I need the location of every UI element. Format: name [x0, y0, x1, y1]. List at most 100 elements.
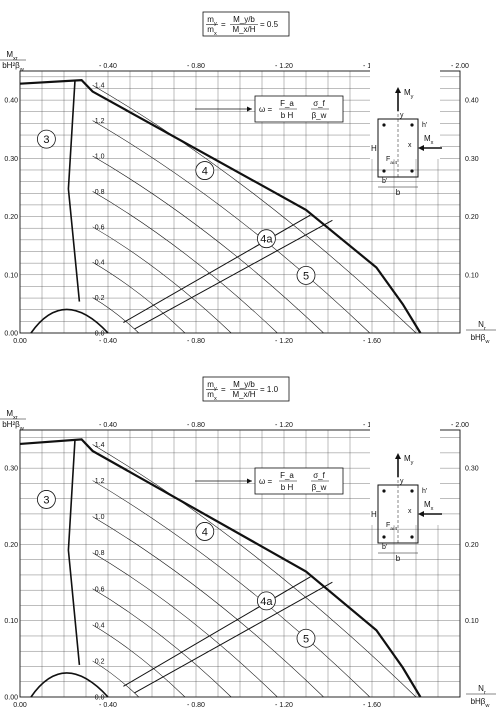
omega-curve: [92, 155, 324, 334]
zone-label: 4a: [260, 234, 273, 246]
rebar: [410, 169, 414, 173]
zone-marker: [195, 522, 215, 541]
omega-formula-b-den: β_w: [312, 483, 327, 492]
zone-marker: [37, 129, 56, 149]
omega-label: 0.2: [95, 658, 105, 665]
section-h-label: H: [371, 510, 377, 519]
ratio-label-box: [202, 11, 290, 37]
omega-formula-a-num: F_a: [280, 471, 294, 480]
formula-arrowhead: [247, 106, 252, 112]
omega-curve: [92, 552, 278, 698]
bottom-tick-label: - 0.40: [99, 338, 117, 345]
ratio-mid-denominator: M_x/H: [232, 25, 255, 34]
x-axis-label-numerator: Nr: [478, 320, 486, 332]
formula-arrowhead: [247, 478, 252, 484]
omega-curve: [92, 480, 370, 698]
zone4a-lower: [134, 581, 333, 694]
top-tick-label: - 1.20: [275, 422, 293, 429]
mx-arrowhead: [418, 145, 424, 151]
omega-label: 0.0: [95, 331, 105, 338]
left-tick-label: 0.10: [4, 618, 18, 625]
ratio-left-numerator: my: [207, 380, 217, 392]
omega-curves: [92, 444, 417, 698]
omega-formula-a-num: F_a: [280, 99, 294, 108]
ratio-left-numerator: my: [207, 15, 217, 27]
omega-curve: [92, 84, 417, 334]
bottom-arc: [30, 308, 109, 334]
y-axis-label-numerator: Mxr: [6, 50, 17, 62]
omega-formula-b-den: β_w: [312, 111, 327, 120]
omega-label: 0.0: [95, 695, 105, 702]
envelope-curve: [19, 79, 422, 334]
omega-formula-b-num: σ_f: [313, 471, 325, 480]
omega-label: 0.6: [95, 224, 105, 231]
zone-marker: [256, 591, 276, 611]
ratio-value: = 0.5: [260, 20, 279, 29]
zone4a-upper: [123, 576, 311, 687]
omega-curve: [92, 226, 232, 334]
x-axis-label-numerator: Nr: [478, 684, 486, 696]
top-tick-label: - 1.20: [275, 63, 293, 70]
section-fa-label: Fa/4: [386, 522, 397, 532]
section-x-label: x: [408, 142, 412, 149]
section-my-label: My: [404, 454, 414, 466]
y-axis-label-denominator: bH²βw: [2, 420, 25, 432]
section-b-label: b: [396, 188, 401, 197]
omega-formula-prefix: ω =: [259, 477, 272, 486]
x-axis-label-denominator: bHβw: [471, 333, 491, 345]
left-tick-label: 0.10: [4, 272, 18, 279]
omega-label: 0.8: [95, 550, 105, 557]
x-axis-label-denominator: bHβw: [471, 697, 491, 709]
section-b-label: b: [396, 554, 401, 563]
right-tick-label: 0.40: [465, 98, 479, 105]
ratio-left-denominator: mx: [207, 25, 217, 37]
left-tick-label: 0.00: [4, 695, 18, 702]
omega-label: 0.4: [95, 622, 105, 629]
omega-curves: [92, 84, 417, 334]
bottom-tick-label: - 1.20: [275, 702, 293, 709]
omega-label: 1.0: [95, 154, 105, 161]
ratio-mid-numerator: M_y/b: [233, 15, 255, 24]
section-y-label: y: [400, 112, 404, 119]
ratio-left-denominator: mx: [207, 390, 217, 402]
top-tick-label: - 2.00: [451, 63, 469, 70]
omega-curve: [92, 516, 324, 698]
omega-curve: [92, 297, 139, 334]
omega-curve: [92, 624, 186, 698]
rebar: [382, 489, 386, 493]
top-tick-label: - 0.40: [99, 422, 117, 429]
omega-curve: [92, 660, 139, 698]
bottom-tick-label: - 0.80: [187, 702, 205, 709]
y-axis-label-numerator: Mxr: [6, 409, 17, 421]
left-tick-label: 0.40: [4, 98, 18, 105]
omega-label: 0.2: [95, 295, 105, 302]
omega-curve: [92, 120, 370, 334]
bottom-tick-label: - 0.40: [99, 702, 117, 709]
omega-label: 1.4: [95, 442, 105, 449]
omega-label: 0.4: [95, 260, 105, 267]
omega-formula-prefix: ω =: [259, 105, 272, 114]
rebar: [410, 489, 414, 493]
omega-label: 1.2: [95, 478, 105, 485]
section-hprime-label: h': [422, 122, 427, 129]
section-bg: [370, 415, 440, 525]
my-arrowhead: [395, 87, 401, 93]
right-tick-label: 0.30: [465, 156, 479, 163]
zone-label: 3: [43, 494, 49, 506]
omega-label: 0.6: [95, 586, 105, 593]
section-bprime-label: b': [382, 178, 387, 185]
zone-label: 3: [43, 134, 49, 146]
section-my-label: My: [404, 88, 414, 100]
y-axis-label-denominator: bH²βw: [2, 61, 25, 73]
omega-curve: [92, 588, 232, 698]
bottom-tick-label: - 1.60: [363, 338, 381, 345]
omega-curve: [92, 191, 278, 334]
zone4a-lower: [134, 219, 333, 330]
right-tick-label: 0.10: [465, 618, 479, 625]
left-tick-label: 0.20: [4, 542, 18, 549]
zone3-boundary: [67, 80, 81, 302]
zone4a-upper: [123, 214, 311, 323]
zone-marker: [296, 265, 316, 285]
